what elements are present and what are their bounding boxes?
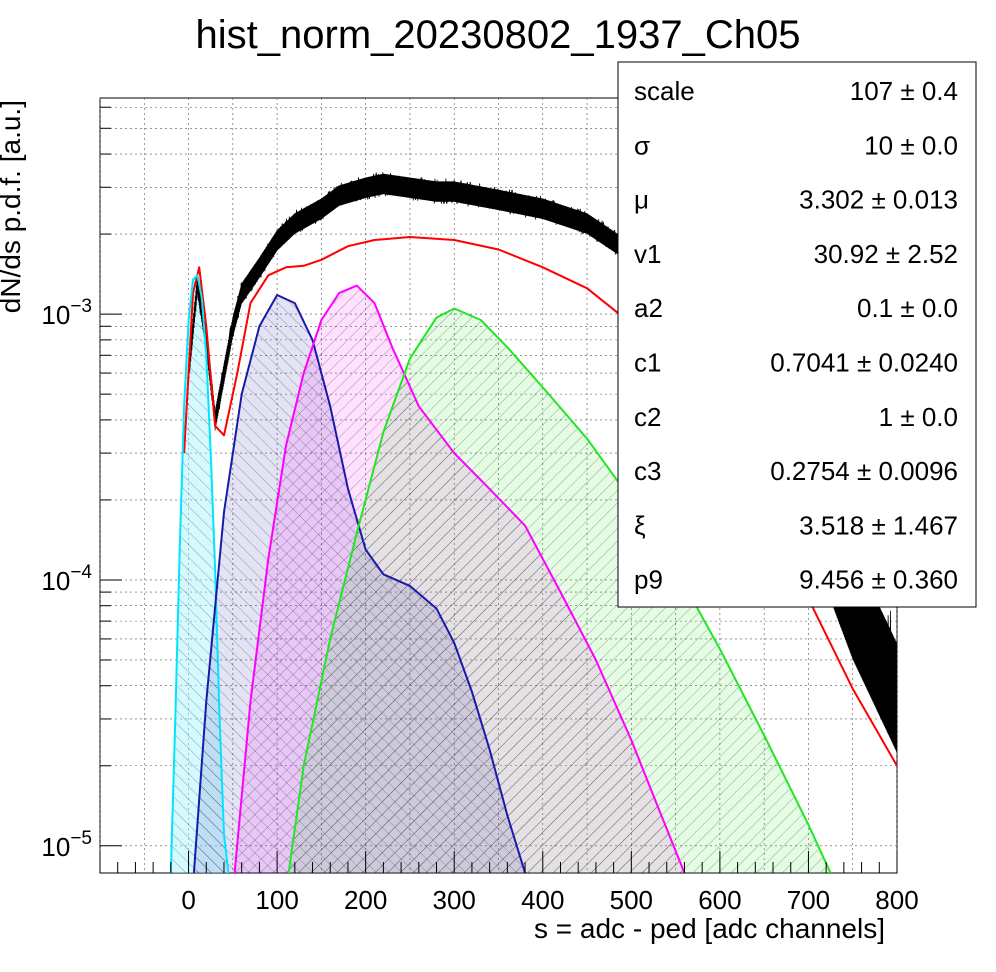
stat-name: ξ <box>634 510 646 540</box>
component-2-line <box>233 284 686 873</box>
stat-value: 107 ± 0.4 <box>850 76 958 106</box>
x-tick-label: 400 <box>521 885 564 915</box>
stat-name: scale <box>634 76 695 106</box>
y-axis-ticks: 10−3 10−4 10−5 <box>41 106 122 862</box>
stat-name: v1 <box>634 239 661 269</box>
x-tick-label: 500 <box>610 885 653 915</box>
chart-title: hist_norm_20230802_1937_Ch05 <box>196 13 801 57</box>
stat-value: 0.1 ± 0.0 <box>857 293 958 323</box>
stat-name: c3 <box>634 456 661 486</box>
stat-name: c1 <box>634 348 661 378</box>
stat-name: a2 <box>634 293 663 323</box>
stat-value: 1 ± 0.0 <box>879 402 958 432</box>
stat-name: μ <box>634 185 649 215</box>
stat-name: σ <box>634 130 650 160</box>
component-3-line <box>287 307 832 873</box>
y-tick-label: 10−3 <box>41 296 92 330</box>
x-tick-label: 600 <box>698 885 741 915</box>
stat-name: c2 <box>634 402 661 432</box>
x-tick-label: 300 <box>433 885 476 915</box>
x-axis-ticks: 0 100 200 300 400 500 600 700 800 <box>99 851 919 915</box>
series-lines <box>169 172 897 873</box>
stats-box: scale 107 ± 0.4 σ 10 ± 0.0 μ 3.302 ± 0.013 v1 3… <box>617 61 977 608</box>
x-tick-label: 100 <box>255 885 298 915</box>
stat-name: p9 <box>634 565 663 595</box>
x-tick-label: 700 <box>787 885 830 915</box>
stat-value: 30.92 ± 2.52 <box>814 239 958 269</box>
component-1-line <box>192 294 527 873</box>
x-tick-label: 800 <box>875 885 918 915</box>
x-axis-label: s = adc - ped [adc channels] <box>534 913 885 944</box>
y-tick-label: 10−4 <box>41 562 92 596</box>
stat-value: 3.302 ± 0.013 <box>799 185 958 215</box>
x-tick-label: 200 <box>344 885 387 915</box>
stat-value: 0.7041 ± 0.0240 <box>770 348 958 378</box>
y-tick-label: 10−5 <box>41 828 92 862</box>
x-tick-label: 0 <box>181 885 195 915</box>
stat-value: 10 ± 0.0 <box>864 130 958 160</box>
stat-value: 9.456 ± 0.360 <box>799 565 958 595</box>
stat-value: 3.518 ± 1.467 <box>799 510 958 540</box>
component-0-line <box>169 274 230 873</box>
stat-value: 0.2754 ± 0.0096 <box>770 456 958 486</box>
y-axis-label: dN/ds p.d.f. [a.u.] <box>0 100 26 313</box>
